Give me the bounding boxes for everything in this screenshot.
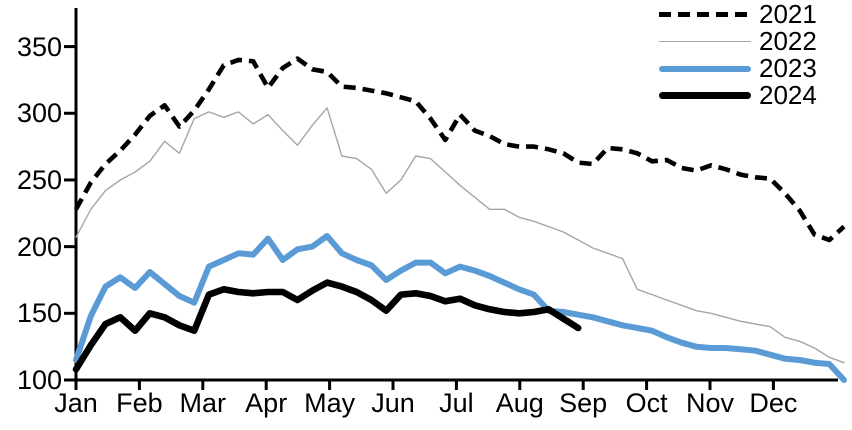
y-tick-label: 100: [16, 365, 62, 395]
legend-item-2024: 2024: [659, 82, 817, 109]
x-tick-label-nov: Nov: [685, 388, 734, 418]
x-tick-label-aug: Aug: [495, 388, 544, 418]
legend-label-2022: 2022: [759, 26, 817, 56]
series-line-2022: [75, 107, 845, 364]
y-tick-label: 300: [16, 98, 62, 129]
x-tick-label-jan: Jan: [54, 388, 98, 418]
legend-item-2021: 2021: [659, 1, 817, 28]
legend: 2021 2022 2023 2024: [659, 1, 817, 109]
y-tick-label: 250: [16, 164, 62, 195]
legend-label-2021: 2021: [759, 0, 817, 29]
x-tick-label-mar: Mar: [179, 388, 227, 418]
x-tick-label-dec: Dec: [749, 388, 798, 418]
legend-item-2023: 2023: [659, 55, 817, 82]
series-line-2023: [73, 233, 847, 383]
x-tick-label-feb: Feb: [116, 388, 163, 418]
y-tick-label: 200: [16, 231, 62, 262]
x-tick-label-sep: Sep: [559, 388, 608, 418]
legend-line-2021-icon: [659, 12, 751, 17]
x-tick-label-jun: Jun: [371, 388, 415, 418]
x-tick-label-oct: Oct: [625, 388, 668, 418]
legend-label-2024: 2024: [759, 80, 817, 110]
legend-line-2022-icon: [659, 40, 751, 43]
series-line-2024: [72, 279, 582, 373]
y-tick-label: 350: [16, 31, 62, 62]
legend-label-2023: 2023: [759, 53, 817, 83]
x-tick-label-may: May: [304, 388, 356, 418]
x-tick-label-jul: Jul: [439, 388, 474, 418]
legend-item-2022: 2022: [659, 28, 817, 55]
y-tick-label: 150: [16, 298, 62, 329]
x-tick-label-apr: Apr: [245, 388, 288, 418]
legend-line-2023-icon: [659, 65, 751, 72]
legend-line-2024-icon: [659, 92, 751, 99]
